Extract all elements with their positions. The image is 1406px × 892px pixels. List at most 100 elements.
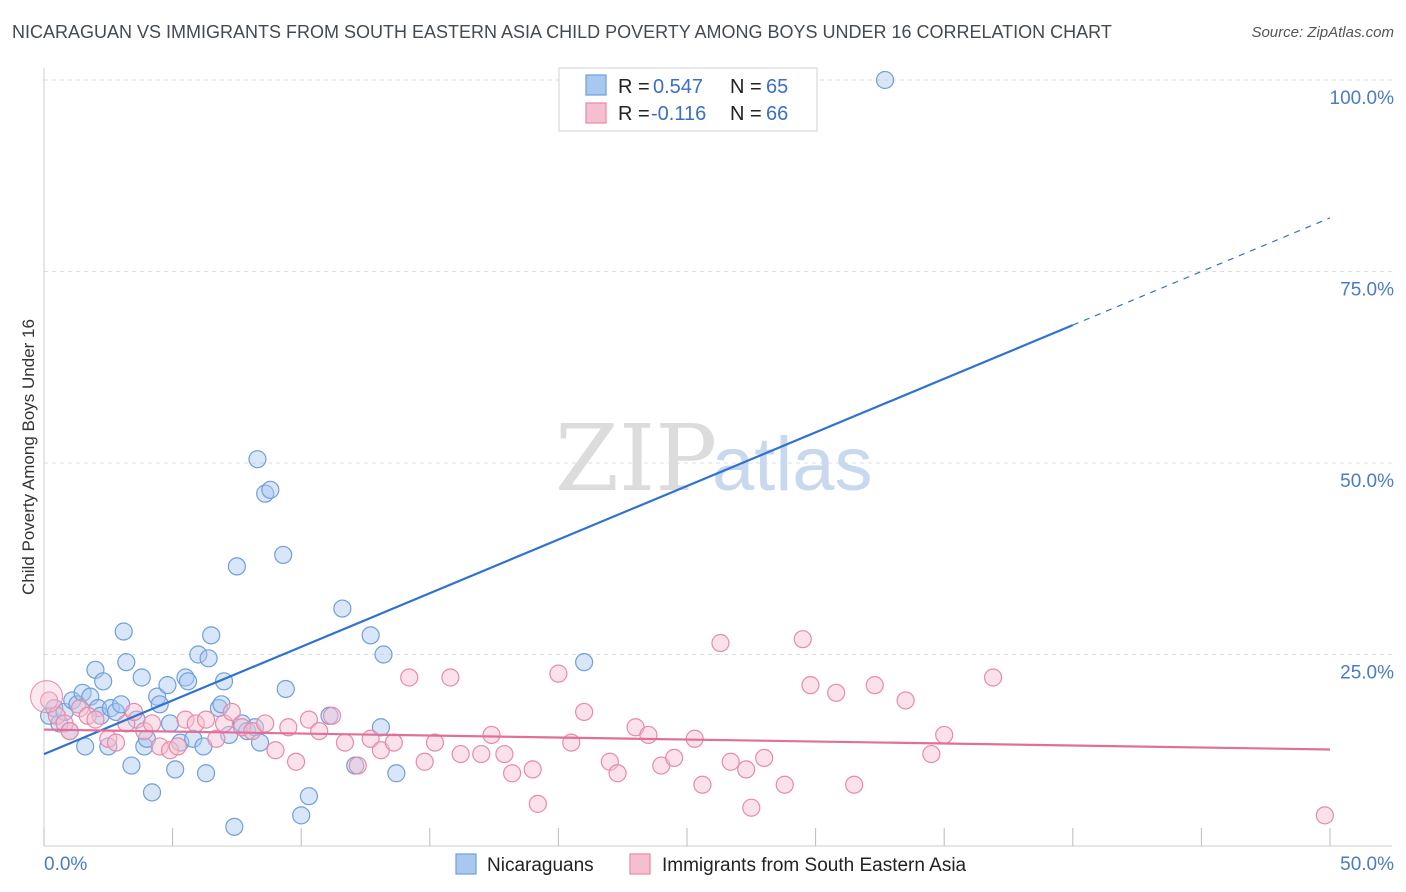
data-point (865, 676, 884, 695)
data-point (711, 633, 730, 653)
source-label: Source: ZipAtlas.com (1251, 24, 1394, 41)
data-point (199, 649, 218, 668)
data-point (292, 806, 311, 825)
data-point-large (30, 680, 64, 714)
x-tick-label-max: 50.0% (1340, 854, 1394, 875)
data-point (361, 626, 380, 645)
data-point (299, 710, 319, 729)
data-point (70, 699, 90, 718)
data-point (693, 775, 712, 794)
legend-r-value-2: -0.116 (651, 103, 706, 125)
data-point (348, 756, 367, 775)
data-point (639, 725, 658, 745)
data-point (132, 668, 151, 687)
data-point (775, 775, 794, 794)
data-point (299, 787, 319, 806)
data-point (256, 714, 275, 733)
data-point (425, 733, 445, 752)
data-point (166, 760, 185, 779)
data-point (202, 626, 221, 645)
data-point (875, 70, 895, 90)
data-point (922, 744, 941, 764)
bottom-legend-swatch-pink (629, 853, 651, 875)
data-point (94, 672, 113, 691)
data-point (896, 691, 915, 710)
data-point (737, 760, 756, 779)
data-point (472, 744, 491, 764)
data-point (387, 764, 406, 783)
data-point (196, 764, 216, 783)
legend-n-label-2: N = (730, 103, 762, 125)
data-point (523, 760, 542, 779)
data-point (665, 748, 684, 768)
trend-line-nicaraguans-extension (1072, 217, 1331, 326)
data-point (451, 744, 470, 764)
data-point (86, 710, 105, 729)
data-point (721, 752, 740, 771)
data-point (374, 645, 393, 664)
legend-n-label-1: N = (730, 76, 762, 98)
nicaraguans-points (40, 70, 895, 836)
legend-r-label-2: R = (618, 103, 650, 125)
y-tick-label: 100.0% (1330, 88, 1395, 109)
data-point (310, 721, 329, 741)
data-point (575, 702, 594, 722)
data-point (106, 733, 126, 752)
data-point (495, 744, 514, 764)
data-point (983, 668, 1003, 687)
legend-swatch-pink (585, 102, 607, 124)
sea-immigrants-points (30, 630, 1334, 825)
watermark-zip: ZIP (555, 405, 717, 512)
data-point (266, 741, 285, 760)
y-axis-label: Child Poverty Among Boys Under 16 (19, 319, 38, 595)
data-point (384, 733, 403, 752)
data-point (575, 653, 594, 672)
data-point (322, 706, 342, 725)
trend-line-nicaraguans (43, 324, 1074, 756)
data-point (528, 794, 547, 813)
data-point (801, 676, 820, 695)
data-point (503, 764, 522, 783)
data-point (333, 599, 352, 618)
data-point (168, 737, 187, 756)
data-point (176, 710, 195, 729)
data-point (793, 630, 812, 649)
data-point (160, 714, 180, 733)
data-point (400, 668, 419, 687)
data-point (335, 733, 355, 752)
bottom-legend-swatch-blue (455, 853, 477, 875)
chart-title: NICARAGUAN VS IMMIGRANTS FROM SOUTH EAST… (12, 22, 1112, 42)
data-point (279, 718, 298, 737)
data-point (207, 729, 226, 748)
data-point (114, 622, 133, 641)
data-point (117, 653, 136, 672)
legend-n-value-2: 66 (766, 103, 788, 125)
data-point (935, 725, 954, 745)
data-point (742, 798, 761, 817)
data-point (150, 737, 169, 756)
data-point (482, 725, 501, 745)
y-tick-label: 50.0% (1340, 471, 1394, 492)
legend-r-label-1: R = (618, 76, 650, 98)
data-point (608, 764, 627, 783)
data-point (227, 557, 246, 576)
data-point (827, 683, 846, 702)
data-point (549, 664, 568, 683)
data-point (196, 710, 216, 729)
data-point (248, 450, 267, 469)
series-legend: Nicaraguans Immigrants from South Easter… (455, 853, 967, 876)
data-point (415, 752, 434, 771)
watermark: ZIP atlas (555, 405, 873, 512)
correlation-legend: R = 0.547 N = 65 R = -0.116 N = 66 (558, 67, 818, 132)
bottom-legend-label-1: Nicaraguans (487, 855, 594, 876)
data-point (212, 695, 231, 714)
data-point (158, 676, 177, 695)
data-point (274, 545, 293, 565)
data-point (845, 775, 864, 794)
data-point (189, 645, 208, 664)
data-point (40, 691, 59, 710)
data-point (184, 729, 203, 748)
data-point (441, 668, 460, 687)
trend-line-sea-immigrants (43, 728, 1331, 751)
